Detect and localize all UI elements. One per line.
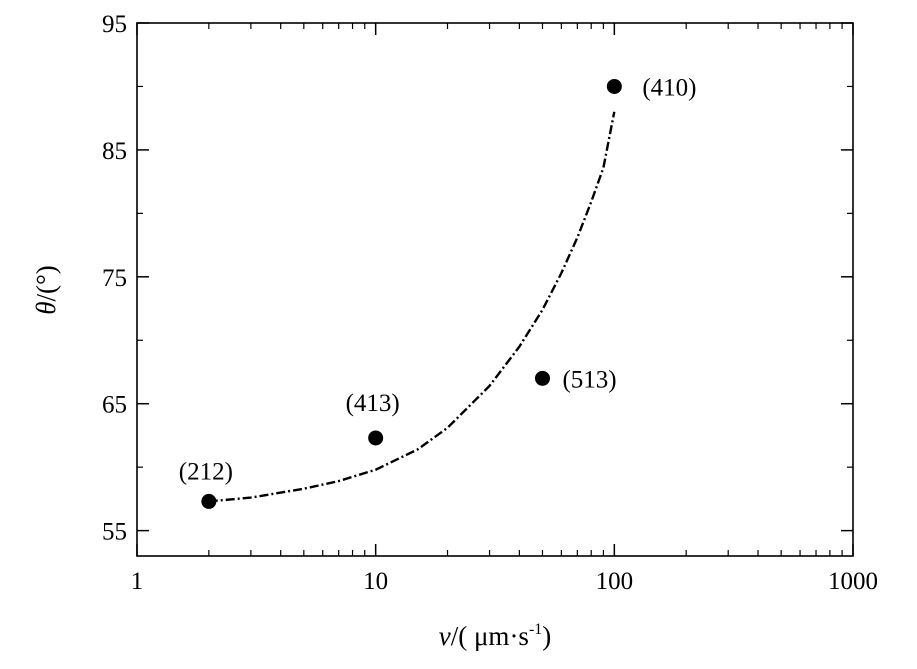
x-tick-label: 1000 (828, 568, 878, 595)
y-tick-label: 75 (102, 265, 127, 292)
data-point (606, 78, 622, 94)
major-ticks (136, 22, 854, 556)
data-point (534, 370, 550, 386)
fit-curve (208, 111, 616, 503)
data-label: (413) (346, 390, 400, 417)
data-points (201, 78, 622, 509)
y-tick-label: 85 (102, 138, 127, 165)
y-axis-title: θ/(°) (31, 265, 61, 315)
minor-ticks (137, 23, 853, 556)
data-label: (513) (562, 366, 616, 393)
data-point (368, 430, 384, 446)
x-tick-label: 1 (131, 568, 144, 595)
data-labels: (212) (413) (513) (410) (179, 74, 697, 485)
y-tick-label: 95 (102, 11, 127, 38)
x-tick-labels: 1 10 100 1000 (131, 568, 878, 595)
data-label: (212) (179, 458, 233, 485)
x-tick-label: 100 (596, 568, 634, 595)
data-label: (410) (642, 74, 696, 101)
data-point (201, 493, 217, 509)
x-axis-title: v/( μm·s-1) (439, 621, 552, 651)
plot-frame (136, 22, 854, 557)
y-tick-label: 65 (102, 392, 127, 419)
y-tick-labels: 55 65 75 85 95 (102, 11, 127, 546)
x-tick-label: 10 (363, 568, 388, 595)
y-tick-label: 55 (102, 519, 127, 546)
